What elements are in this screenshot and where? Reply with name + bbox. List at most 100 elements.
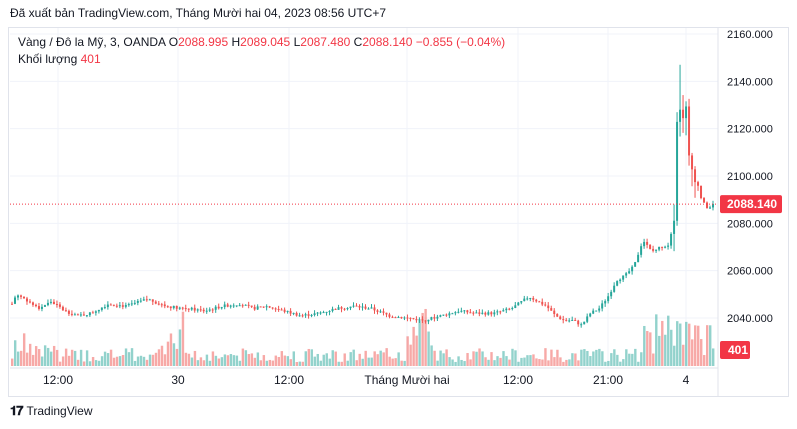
x-tick-label: 12:00 (503, 373, 533, 387)
candle-body (286, 310, 289, 312)
volume-bar (646, 331, 649, 366)
volume-bar (691, 339, 694, 366)
volume-bar (481, 351, 484, 366)
price-axis: 2160.000 2140.000 2120.000 2100.000 2080.000… (717, 28, 773, 396)
candle-body (193, 307, 196, 311)
volume-bar (328, 358, 331, 366)
volume-bar (106, 353, 110, 366)
candle-body (214, 306, 217, 310)
volume-bar (172, 343, 176, 366)
volume-bar (475, 351, 478, 366)
candle-body (88, 312, 91, 316)
candle-body (133, 302, 136, 304)
candle-body (562, 319, 565, 321)
candle-body (346, 308, 349, 310)
volume-bar (661, 320, 664, 366)
volume-bar (295, 361, 298, 366)
volume-bar (94, 360, 98, 366)
volume-bar (271, 360, 275, 366)
candle-body (355, 305, 358, 307)
volume-bar (22, 333, 26, 366)
volume-bar (298, 361, 301, 366)
volume-bar (247, 354, 251, 366)
candle-body (625, 273, 628, 276)
volume-bar (283, 355, 287, 366)
candle-body (190, 307, 193, 310)
volume-bar (211, 351, 215, 366)
candle-body (208, 309, 211, 311)
volume-bar (190, 357, 194, 366)
volume-bar (346, 360, 349, 366)
volume-bar (13, 340, 17, 366)
volume-label: Khối lượng (18, 52, 78, 66)
volume-bar (325, 353, 328, 366)
candle-body (298, 315, 301, 317)
candle-body (565, 319, 568, 321)
candle-body (64, 310, 67, 312)
candle-body (289, 310, 292, 314)
candle-body (706, 202, 709, 209)
volume-bar (100, 356, 104, 366)
volume-legend: Khối lượng 401 (18, 52, 101, 66)
volume-bar (76, 359, 80, 366)
volume-bar (175, 348, 179, 366)
volume-bar (67, 355, 71, 366)
candle-body (196, 309, 199, 311)
candle-body (613, 285, 616, 292)
candle-body (28, 301, 31, 303)
volume-bar (394, 358, 397, 366)
volume-bar (253, 357, 257, 366)
volume-bar (502, 351, 505, 366)
candle-body (307, 314, 310, 316)
volume-bar (226, 355, 230, 366)
y-tick-label: 2040.000 (727, 313, 773, 325)
y-tick-label: 2060.000 (727, 266, 773, 278)
x-tick-label: Tháng Mười hai (364, 373, 449, 387)
candle-body (304, 314, 307, 316)
candle-body (514, 305, 517, 309)
volume-bar (388, 356, 391, 366)
candle-body (367, 308, 370, 310)
volume-bar (565, 359, 568, 366)
candle-body (478, 312, 481, 314)
candle-body (73, 314, 76, 316)
candle-body (232, 305, 235, 307)
candle-body (424, 320, 427, 322)
candle-body (610, 291, 613, 297)
candle-body (418, 319, 421, 321)
volume-bar (454, 361, 457, 366)
volume-bar (493, 360, 496, 366)
chart-frame (8, 27, 789, 397)
candle-body (379, 311, 382, 313)
candle-body (529, 298, 532, 300)
candle-body (484, 312, 487, 315)
candle-body (109, 304, 112, 306)
volume-bar (313, 356, 316, 366)
volume-bar (712, 348, 715, 366)
volume-bar (169, 333, 173, 366)
candle-body (259, 306, 262, 308)
volume-value: 401 (80, 52, 101, 66)
volume-bar (415, 335, 418, 366)
volume-bar (238, 360, 242, 366)
x-tick-label: 21:00 (593, 373, 623, 387)
candle-body (43, 305, 46, 307)
volume-bar (289, 359, 293, 366)
candle-body (385, 312, 388, 315)
volume-bar (82, 361, 86, 366)
high-label: H (231, 35, 241, 49)
candle-body (283, 309, 286, 312)
volume-bar (352, 349, 355, 366)
footer-brand[interactable]: 𝟏𝟕 TradingView (10, 403, 93, 419)
candle-body (166, 306, 169, 308)
candle-body (640, 246, 643, 255)
candle-body (19, 295, 22, 297)
volume-bar (472, 351, 475, 366)
candle-body (40, 306, 43, 309)
volume-bar (85, 350, 89, 366)
volume-bar (595, 349, 598, 366)
volume-bar (556, 349, 559, 366)
candle-body (604, 301, 607, 304)
candle-body (589, 313, 592, 317)
